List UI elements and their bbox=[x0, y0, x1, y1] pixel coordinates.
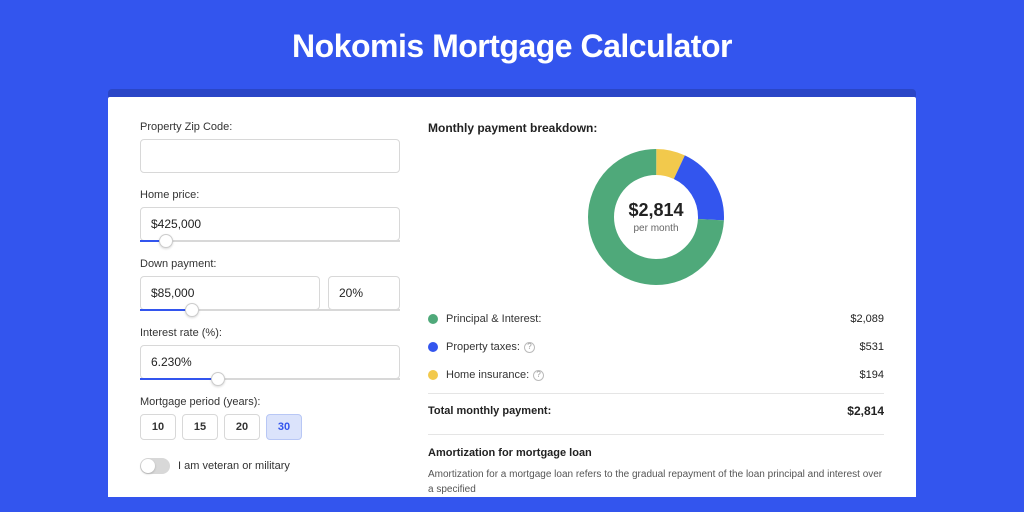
card-shadow: Property Zip Code: Home price: Down paym… bbox=[108, 89, 916, 497]
calculator-card: Property Zip Code: Home price: Down paym… bbox=[108, 97, 916, 497]
mortgage-period-option-30[interactable]: 30 bbox=[266, 414, 302, 440]
interest-rate-slider[interactable] bbox=[140, 378, 400, 380]
amortization-section: Amortization for mortgage loan Amortizat… bbox=[428, 434, 884, 497]
total-value: $2,814 bbox=[847, 404, 884, 418]
home-price-slider[interactable] bbox=[140, 240, 400, 242]
form-panel: Property Zip Code: Home price: Down paym… bbox=[140, 121, 400, 497]
down-payment-field: Down payment: bbox=[140, 258, 400, 311]
total-row: Total monthly payment: $2,814 bbox=[428, 393, 884, 428]
donut-wrap: $2,814 per month bbox=[428, 147, 884, 287]
legend-dot-icon bbox=[428, 342, 438, 352]
info-icon[interactable]: ? bbox=[524, 342, 535, 353]
zip-input[interactable] bbox=[140, 139, 400, 173]
home-price-label: Home price: bbox=[140, 189, 400, 201]
mortgage-period-label: Mortgage period (years): bbox=[140, 396, 400, 408]
amortization-title: Amortization for mortgage loan bbox=[428, 447, 884, 459]
down-payment-percent-input[interactable] bbox=[328, 276, 400, 310]
legend-row: Property taxes:?$531 bbox=[428, 333, 884, 361]
payment-donut-chart: $2,814 per month bbox=[586, 147, 726, 287]
veteran-toggle-knob bbox=[141, 459, 155, 473]
down-payment-label: Down payment: bbox=[140, 258, 400, 270]
legend-row: Home insurance:?$194 bbox=[428, 361, 884, 389]
mortgage-period-options: 10152030 bbox=[140, 414, 400, 440]
page-title: Nokomis Mortgage Calculator bbox=[0, 0, 1024, 89]
info-icon[interactable]: ? bbox=[533, 370, 544, 381]
legend-label: Principal & Interest: bbox=[446, 313, 850, 325]
donut-sub: per month bbox=[628, 223, 683, 234]
legend-label: Property taxes:? bbox=[446, 341, 860, 353]
breakdown-legend: Principal & Interest:$2,089Property taxe… bbox=[428, 305, 884, 389]
breakdown-panel: Monthly payment breakdown: $2,814 per mo… bbox=[400, 121, 884, 497]
mortgage-period-field: Mortgage period (years): 10152030 bbox=[140, 396, 400, 440]
home-price-input[interactable] bbox=[140, 207, 400, 241]
veteran-toggle[interactable] bbox=[140, 458, 170, 474]
donut-center: $2,814 per month bbox=[628, 200, 683, 234]
interest-rate-input[interactable] bbox=[140, 345, 400, 379]
legend-value: $194 bbox=[860, 369, 884, 381]
veteran-row: I am veteran or military bbox=[140, 458, 400, 474]
breakdown-title: Monthly payment breakdown: bbox=[428, 121, 884, 135]
mortgage-period-option-20[interactable]: 20 bbox=[224, 414, 260, 440]
down-payment-slider-thumb[interactable] bbox=[185, 303, 199, 317]
interest-rate-field: Interest rate (%): bbox=[140, 327, 400, 380]
mortgage-period-option-10[interactable]: 10 bbox=[140, 414, 176, 440]
zip-label: Property Zip Code: bbox=[140, 121, 400, 133]
down-payment-amount-input[interactable] bbox=[140, 276, 320, 310]
interest-rate-label: Interest rate (%): bbox=[140, 327, 400, 339]
donut-amount: $2,814 bbox=[628, 200, 683, 221]
legend-value: $531 bbox=[860, 341, 884, 353]
legend-dot-icon bbox=[428, 314, 438, 324]
veteran-label: I am veteran or military bbox=[178, 460, 290, 472]
mortgage-period-option-15[interactable]: 15 bbox=[182, 414, 218, 440]
legend-value: $2,089 bbox=[850, 313, 884, 325]
down-payment-slider[interactable] bbox=[140, 309, 400, 311]
home-price-slider-thumb[interactable] bbox=[159, 234, 173, 248]
zip-field: Property Zip Code: bbox=[140, 121, 400, 173]
legend-row: Principal & Interest:$2,089 bbox=[428, 305, 884, 333]
interest-rate-slider-thumb[interactable] bbox=[211, 372, 225, 386]
total-label: Total monthly payment: bbox=[428, 405, 847, 417]
legend-dot-icon bbox=[428, 370, 438, 380]
legend-label: Home insurance:? bbox=[446, 369, 860, 381]
home-price-field: Home price: bbox=[140, 189, 400, 242]
amortization-text: Amortization for a mortgage loan refers … bbox=[428, 467, 884, 497]
